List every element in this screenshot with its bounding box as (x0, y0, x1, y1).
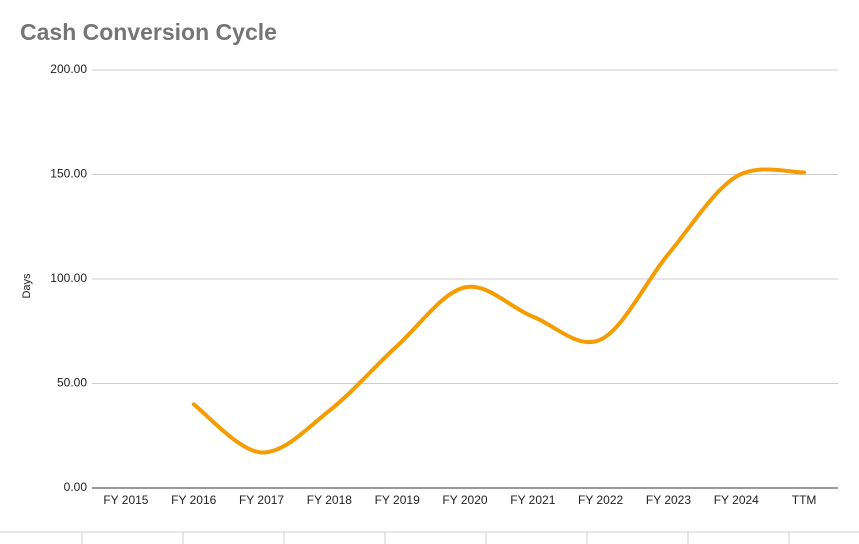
x-tick-label: FY 2017 (239, 493, 284, 507)
y-axis-label: Days (21, 273, 33, 299)
line-series (191, 167, 807, 455)
x-tick-label: FY 2020 (442, 493, 487, 507)
x-tick-label: TTM (792, 493, 817, 507)
y-tick-label: 150.00 (50, 167, 87, 181)
x-tick-label: FY 2019 (375, 493, 420, 507)
y-tick-label: 50.00 (57, 376, 87, 390)
x-tick-label: FY 2023 (646, 493, 691, 507)
x-tick-label: FY 2024 (714, 493, 759, 507)
x-tick-label: FY 2021 (510, 493, 555, 507)
y-tick-label: 100.00 (50, 271, 87, 285)
x-tick-label: FY 2016 (171, 493, 216, 507)
x-tick-label: FY 2018 (307, 493, 352, 507)
y-tick-label: 0.00 (64, 480, 88, 494)
chart-title: Cash Conversion Cycle (20, 19, 277, 45)
table-strip (0, 531, 859, 544)
x-tick-label: FY 2015 (103, 493, 148, 507)
x-tick-label: FY 2022 (578, 493, 623, 507)
y-tick-label: 200.00 (50, 62, 87, 76)
